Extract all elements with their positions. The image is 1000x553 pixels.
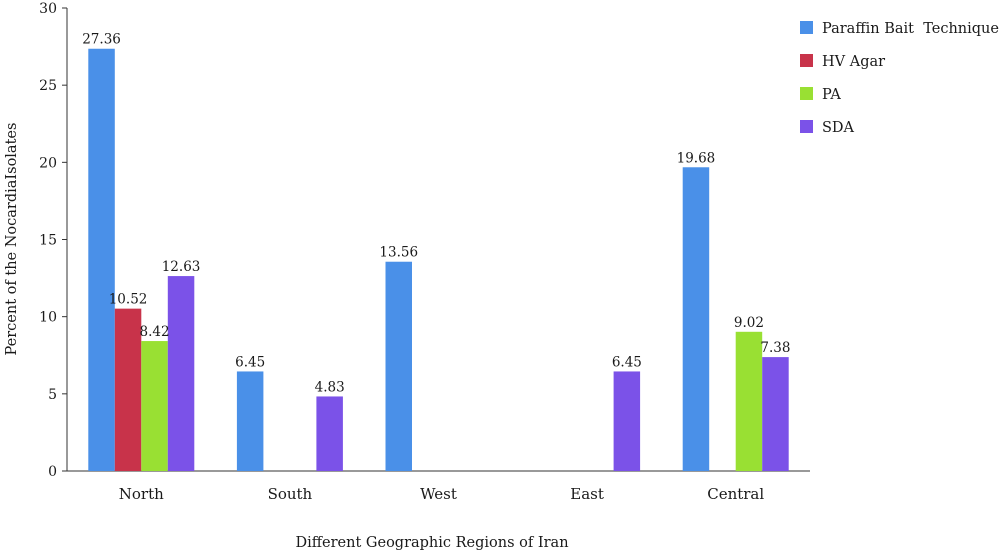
bar-value-label: 27.36 bbox=[82, 32, 121, 48]
y-tick-label: 25 bbox=[39, 78, 57, 94]
bar-central-pa bbox=[735, 331, 763, 471]
x-category-label: North bbox=[119, 485, 164, 503]
legend-swatch bbox=[800, 21, 813, 34]
bar-value-label: 6.45 bbox=[235, 354, 265, 370]
y-tick-label: 20 bbox=[39, 155, 57, 171]
y-tick-label: 15 bbox=[39, 233, 57, 249]
legend-swatch bbox=[800, 54, 813, 67]
legend-item: HV Agar bbox=[800, 54, 885, 70]
x-axis-title: Different Geographic Regions of Iran bbox=[295, 535, 568, 551]
value-labels: 27.36 10.52 8.42 12.63 6.45 4.83 13.56 6.45 19.6… bbox=[82, 32, 790, 396]
legend-swatch bbox=[800, 120, 813, 133]
legend-label: HV Agar bbox=[822, 54, 885, 70]
bar-value-label: 10.52 bbox=[109, 292, 148, 308]
bar-value-label: 19.68 bbox=[677, 150, 716, 166]
x-category-label: East bbox=[570, 485, 604, 503]
legend-item: PA bbox=[800, 87, 841, 103]
legend-label: PA bbox=[822, 87, 841, 103]
bar-value-label: 13.56 bbox=[379, 245, 418, 261]
legend: Paraffin Bait Technique HV Agar PA SDA bbox=[800, 21, 999, 136]
x-category-label: South bbox=[268, 485, 313, 503]
legend-label: SDA bbox=[822, 120, 855, 136]
legend-item: SDA bbox=[800, 120, 855, 136]
x-category-label: Central bbox=[707, 485, 764, 503]
bar-east-sda bbox=[613, 371, 641, 471]
y-tick-label: 0 bbox=[48, 464, 57, 480]
x-category-label: West bbox=[420, 485, 457, 503]
y-ticks: 0 5 10 15 20 25 30 bbox=[39, 1, 67, 480]
bar-south-sda bbox=[316, 396, 343, 471]
y-axis-title: Percent of the NocardiaIsolates bbox=[4, 123, 20, 356]
bar-central-sda bbox=[762, 357, 789, 471]
y-tick-label: 30 bbox=[39, 1, 57, 17]
legend-label: Paraffin Bait Technique bbox=[822, 21, 999, 37]
legend-swatch bbox=[800, 87, 813, 100]
x-labels: North South West East Central bbox=[119, 485, 765, 503]
bar-value-label: 9.02 bbox=[734, 315, 764, 331]
bar-south-paraffin-bait-technique bbox=[236, 371, 264, 471]
bar-north-hv-agar bbox=[114, 308, 142, 471]
bar-value-label: 8.42 bbox=[140, 324, 170, 340]
bar-north-sda bbox=[167, 276, 195, 471]
bar-north-paraffin-bait-technique bbox=[88, 48, 115, 472]
bar-value-label: 4.83 bbox=[315, 379, 345, 395]
bar-central-paraffin-bait-technique bbox=[682, 167, 710, 471]
y-tick-label: 10 bbox=[39, 310, 57, 326]
bar-value-label: 12.63 bbox=[162, 259, 201, 275]
bar-north-pa bbox=[141, 341, 168, 471]
bar-value-label: 7.38 bbox=[760, 340, 790, 356]
bar-west-paraffin-bait-technique bbox=[385, 261, 412, 471]
y-tick-label: 5 bbox=[48, 387, 57, 403]
legend-item: Paraffin Bait Technique bbox=[800, 21, 999, 37]
bars bbox=[88, 48, 789, 472]
bar-value-label: 6.45 bbox=[612, 354, 642, 370]
